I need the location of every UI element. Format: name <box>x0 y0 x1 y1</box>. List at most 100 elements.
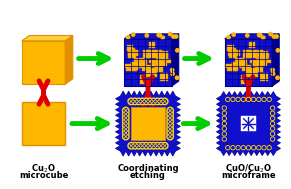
Circle shape <box>148 100 152 103</box>
Polygon shape <box>152 60 157 67</box>
Circle shape <box>263 98 265 101</box>
Circle shape <box>226 98 230 101</box>
Circle shape <box>124 135 127 138</box>
Circle shape <box>150 143 157 149</box>
Circle shape <box>124 127 127 131</box>
Circle shape <box>253 147 255 149</box>
Circle shape <box>252 146 255 150</box>
Polygon shape <box>163 53 168 58</box>
Polygon shape <box>231 66 238 71</box>
Circle shape <box>126 36 130 39</box>
Circle shape <box>168 120 172 123</box>
Circle shape <box>223 128 226 130</box>
Polygon shape <box>162 59 171 63</box>
Polygon shape <box>272 34 279 86</box>
Circle shape <box>276 76 279 79</box>
Circle shape <box>258 98 260 101</box>
Circle shape <box>135 98 142 105</box>
Circle shape <box>227 147 229 149</box>
Circle shape <box>154 143 161 149</box>
Circle shape <box>168 127 172 131</box>
Polygon shape <box>131 107 165 140</box>
Circle shape <box>129 100 133 103</box>
Circle shape <box>162 98 168 105</box>
Circle shape <box>232 98 234 101</box>
Circle shape <box>272 35 276 38</box>
Circle shape <box>271 132 274 136</box>
Circle shape <box>259 34 262 37</box>
Circle shape <box>168 112 172 116</box>
Circle shape <box>222 122 226 125</box>
Circle shape <box>129 144 133 148</box>
Circle shape <box>158 98 164 105</box>
Circle shape <box>154 98 161 105</box>
Circle shape <box>159 144 163 148</box>
Circle shape <box>176 49 179 52</box>
Polygon shape <box>235 58 244 67</box>
Polygon shape <box>140 75 147 84</box>
Circle shape <box>268 147 270 149</box>
Polygon shape <box>158 51 168 60</box>
Polygon shape <box>22 102 65 145</box>
Circle shape <box>232 147 234 149</box>
Polygon shape <box>241 116 256 131</box>
Circle shape <box>155 144 159 148</box>
Circle shape <box>262 98 266 101</box>
Circle shape <box>272 122 274 125</box>
Circle shape <box>271 106 274 110</box>
Text: Cu$_2$O: Cu$_2$O <box>31 163 56 175</box>
Circle shape <box>158 143 164 149</box>
Circle shape <box>262 36 265 39</box>
Polygon shape <box>225 100 272 147</box>
Circle shape <box>167 111 173 118</box>
Circle shape <box>232 33 235 36</box>
Circle shape <box>161 36 164 39</box>
Circle shape <box>268 98 270 101</box>
Circle shape <box>152 100 155 103</box>
Polygon shape <box>250 60 258 64</box>
Circle shape <box>222 132 226 136</box>
Circle shape <box>272 117 274 119</box>
Circle shape <box>271 68 274 72</box>
Circle shape <box>123 130 129 136</box>
Circle shape <box>223 138 226 140</box>
Circle shape <box>222 111 226 115</box>
Polygon shape <box>128 48 135 56</box>
Polygon shape <box>260 73 268 81</box>
Circle shape <box>258 147 260 149</box>
Circle shape <box>269 32 272 36</box>
Circle shape <box>157 33 160 37</box>
Circle shape <box>132 33 135 36</box>
Text: etching: etching <box>130 171 166 180</box>
Polygon shape <box>149 42 155 48</box>
Circle shape <box>271 111 274 115</box>
Circle shape <box>167 107 173 114</box>
Polygon shape <box>22 36 73 41</box>
Polygon shape <box>258 51 269 60</box>
Polygon shape <box>225 39 272 86</box>
Polygon shape <box>232 62 239 70</box>
Polygon shape <box>246 68 258 77</box>
Polygon shape <box>22 41 65 84</box>
Circle shape <box>141 100 144 103</box>
Circle shape <box>246 98 250 101</box>
Polygon shape <box>128 50 136 58</box>
Circle shape <box>252 98 255 101</box>
Circle shape <box>124 131 127 135</box>
Polygon shape <box>142 65 151 71</box>
Circle shape <box>267 146 271 150</box>
Circle shape <box>257 146 261 150</box>
Circle shape <box>135 143 142 149</box>
Polygon shape <box>247 50 258 58</box>
Circle shape <box>144 100 148 103</box>
Circle shape <box>271 116 274 120</box>
Polygon shape <box>232 50 240 56</box>
Polygon shape <box>154 67 163 72</box>
Text: Coordinating: Coordinating <box>117 164 179 173</box>
Circle shape <box>222 127 226 131</box>
Circle shape <box>222 106 226 110</box>
Polygon shape <box>228 50 237 58</box>
Circle shape <box>241 146 245 150</box>
Circle shape <box>143 98 149 105</box>
Polygon shape <box>242 65 251 71</box>
